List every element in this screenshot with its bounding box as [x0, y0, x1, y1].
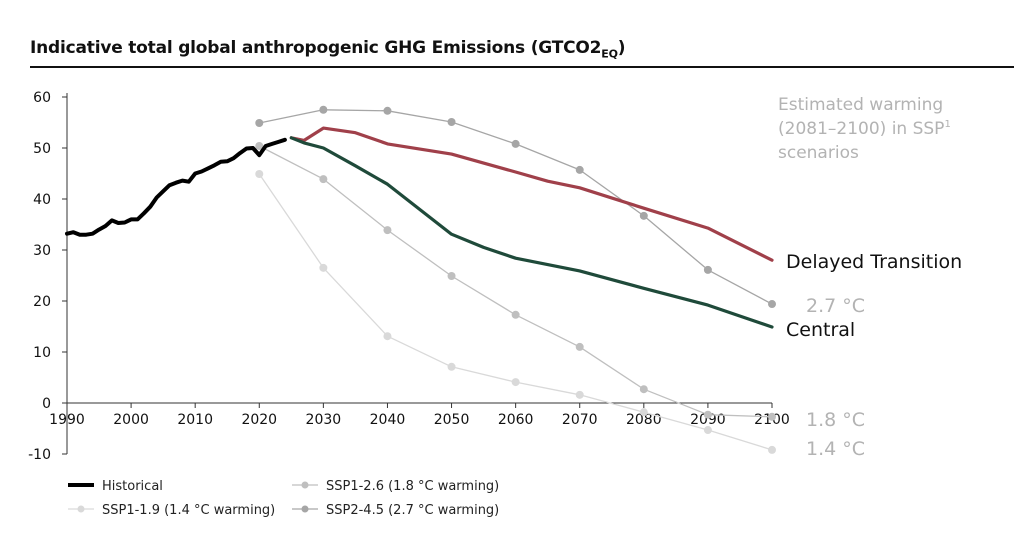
data-point [255, 170, 264, 179]
legend-marker [301, 481, 309, 489]
data-point [511, 378, 520, 387]
data-point [703, 410, 712, 419]
series-line-0 [65, 137, 287, 237]
x-tick-label: 2040 [370, 412, 406, 428]
data-point [768, 300, 776, 309]
data-point [639, 385, 648, 394]
end-label: Delayed Transition [786, 251, 962, 273]
data-point [768, 412, 776, 421]
title-text: Indicative total global anthropogenic GH… [30, 38, 602, 58]
end-label: 1.8 °C [806, 409, 865, 431]
legend-marker [77, 505, 85, 513]
data-point [319, 263, 328, 272]
annotation-sup: 1 [944, 119, 950, 130]
x-tick-label: 2020 [241, 412, 277, 428]
title-rule [30, 66, 1014, 68]
chart-title: Indicative total global anthropogenic GH… [30, 38, 626, 61]
y-tick-label: 60 [33, 90, 51, 106]
data-point [703, 426, 712, 435]
data-point [639, 408, 648, 417]
series-line-4 [289, 126, 774, 262]
legend-label: SSP2-4.5 (2.7 °C warming) [326, 503, 499, 518]
x-tick-label: 2060 [498, 412, 534, 428]
legend-label: SSP1-2.6 (1.8 °C warming) [326, 479, 499, 494]
x-tick-label: 1990 [49, 412, 85, 428]
data-point [447, 362, 456, 371]
data-point [255, 119, 264, 128]
annotation-line1: Estimated warming [778, 95, 943, 115]
data-point [639, 211, 648, 220]
title-close: ) [617, 38, 626, 58]
data-point [511, 310, 520, 319]
annotation-line2-text: (2081–2100) in SSP [778, 119, 944, 139]
x-tick-label: 2070 [562, 412, 598, 428]
y-tick-label: 40 [33, 192, 51, 208]
data-point [575, 390, 584, 399]
title-subscript: EQ [601, 47, 618, 61]
data-point [447, 272, 456, 281]
legend-label: SSP1-1.9 (1.4 °C warming) [102, 503, 275, 518]
annotation-line3: scenarios [778, 143, 859, 163]
y-tick-label: 10 [33, 345, 51, 361]
data-point [575, 165, 584, 174]
y-tick-label: 20 [33, 294, 51, 310]
legend-marker [301, 505, 309, 513]
legend-label: Historical [102, 479, 163, 494]
series-line-3 [258, 109, 773, 305]
annotation-line2: (2081–2100) in SSP1 [778, 119, 951, 139]
x-tick-label: 2080 [626, 412, 662, 428]
data-point [703, 265, 712, 274]
end-label: Central [786, 319, 855, 341]
y-tick-label: -10 [28, 447, 51, 463]
data-point [319, 105, 328, 114]
data-point [383, 106, 392, 115]
x-tick-label: 2090 [690, 412, 726, 428]
y-tick-label: 30 [33, 243, 51, 259]
y-tick-label: 50 [33, 141, 51, 157]
x-tick-label: 2000 [113, 412, 149, 428]
x-tick-label: 2030 [306, 412, 342, 428]
data-point [511, 139, 520, 148]
series-line-5 [289, 136, 774, 329]
end-label: 2.7 °C [806, 295, 865, 317]
x-tick-label: 2010 [177, 412, 213, 428]
data-point [768, 445, 776, 454]
data-point [383, 332, 392, 341]
data-point [383, 226, 392, 235]
data-point [255, 141, 264, 150]
data-point [319, 175, 328, 184]
data-point [575, 342, 584, 351]
y-tick-label: 0 [42, 396, 51, 412]
x-tick-label: 2050 [434, 412, 470, 428]
data-point [447, 117, 456, 126]
end-label: 1.4 °C [806, 438, 865, 460]
